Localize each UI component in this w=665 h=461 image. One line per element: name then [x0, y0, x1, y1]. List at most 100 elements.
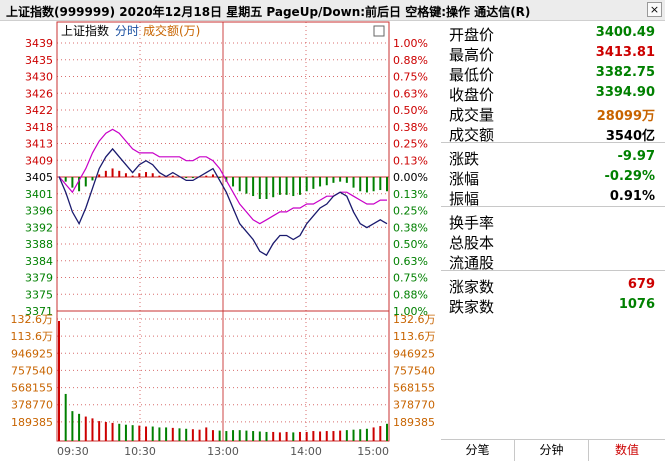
price-tick-label: 3379 [25, 272, 53, 285]
bottom-tabs: 分笔 分钟 数值 [441, 439, 665, 461]
pct-tick-label: 0.38% [393, 121, 428, 134]
time-tick-label: 15:00 [357, 445, 389, 458]
info-value: 679 [627, 277, 655, 292]
info-value: -9.97 [617, 149, 655, 164]
info-separator [441, 270, 665, 271]
info-value: 3382.75 [595, 65, 655, 80]
price-tick-label: 3375 [25, 288, 53, 301]
average-price-line [58, 128, 387, 225]
pct-tick-label: 0.50% [393, 104, 428, 117]
info-label: 总股本 [449, 234, 495, 252]
info-label: 成交额 [449, 126, 495, 144]
info-row: 涨家数 679 [441, 275, 665, 296]
info-row: 最高价 3413.81 [441, 43, 665, 64]
info-label: 开盘价 [449, 26, 495, 44]
info-value: 28099万 [596, 109, 655, 124]
price-tick-label: 3371 [25, 305, 53, 318]
info-value: 0.91% [609, 189, 655, 204]
pct-tick-label: 0.25% [393, 138, 428, 151]
info-row: 跌家数 1076 [441, 295, 665, 316]
info-row: 涨幅 -0.29% [441, 167, 665, 188]
info-row: 开盘价 3400.49 [441, 23, 665, 44]
pct-tick-label: 0.50% [393, 238, 428, 251]
window-title: 上证指数(999999) 2020年12月18日 星期五 PageUp/Down… [6, 5, 531, 19]
price-tick-label: 3435 [25, 54, 53, 67]
pct-tick-label: 1.00% [393, 37, 428, 50]
price-tick-label: 3396 [25, 205, 53, 218]
volume-tick-label: 568155 [11, 382, 53, 395]
volume-tick-label: 757540 [11, 364, 53, 377]
pct-tick-label: 0.13% [393, 188, 428, 201]
tab-shuzhi[interactable]: 数值 [614, 443, 639, 457]
pct-tick-label: 0.63% [393, 87, 428, 100]
volume-tick-label-right: 132.6万 [393, 313, 436, 326]
info-label: 成交量 [449, 106, 495, 124]
chart-legend-fenshi: 分时 [115, 24, 139, 38]
info-value: 1076 [618, 297, 655, 312]
pct-tick-label: 0.88% [393, 54, 428, 67]
info-value: 3394.90 [595, 85, 655, 100]
pct-tick-label: 1.00% [393, 305, 428, 318]
pct-tick-label: 0.88% [393, 288, 428, 301]
price-tick-label: 3384 [25, 255, 53, 268]
volume-tick-label-right: 378770 [393, 399, 435, 412]
price-tick-label: 3409 [25, 154, 53, 167]
info-label: 涨跌 [449, 150, 480, 168]
tab-fenzhong[interactable]: 分钟 [515, 440, 589, 461]
pct-tick-label: 0.13% [393, 154, 428, 167]
volume-tick-label-right: 568155 [393, 382, 435, 395]
info-label: 跌家数 [449, 298, 495, 316]
volume-tick-label-right: 189385 [393, 416, 435, 429]
info-separator [441, 142, 665, 143]
volume-tick-label-right: 757540 [393, 364, 435, 377]
price-tick-label: 3430 [25, 71, 53, 84]
info-row: 振幅 0.91% [441, 187, 665, 208]
chart-legend-name: 上证指数 [61, 23, 109, 38]
time-tick-label: 09:30 [57, 445, 89, 458]
info-label: 换手率 [449, 214, 495, 232]
chart-legend-volume: 成交额(万) [143, 23, 200, 38]
info-row: 换手率 [441, 211, 665, 232]
info-row: 成交量 28099万 [441, 103, 665, 124]
close-button[interactable]: × [647, 2, 662, 17]
price-tick-label: 3388 [25, 238, 53, 251]
time-tick-label: 13:00 [207, 445, 239, 458]
price-tick-label: 3439 [25, 37, 53, 50]
time-tick-label: 10:30 [124, 445, 156, 458]
volume-tick-label: 113.6万 [11, 330, 54, 343]
intraday-chart: 上证指数 分时 成交额(万) 3439 1.00% 3435 0.88% 3430 0.75% 3… [11, 21, 436, 458]
pct-tick-label: 0.25% [393, 205, 428, 218]
info-label: 涨幅 [449, 170, 480, 188]
price-tick-label: 3392 [25, 221, 53, 234]
info-value: 3540亿 [605, 129, 655, 144]
price-tick-label: 3401 [25, 188, 53, 201]
pct-tick-label: 0.38% [393, 221, 428, 234]
price-tick-label: 3413 [25, 138, 53, 151]
volume-tick-label: 378770 [11, 399, 53, 412]
info-row: 流通股 [441, 251, 665, 272]
info-row: 总股本 [441, 231, 665, 252]
quote-info-panel: 开盘价 3400.49 最高价 3413.81 最低价 3382.75 收盘价 3394.90… [441, 21, 665, 439]
price-tick-label: 3418 [25, 121, 53, 134]
info-value: -0.29% [604, 169, 656, 184]
title-bar: 上证指数(999999) 2020年12月18日 星期五 PageUp/Down… [0, 0, 665, 21]
info-label: 最高价 [449, 46, 495, 64]
info-label: 最低价 [449, 66, 495, 84]
pct-tick-label: 0.75% [393, 71, 428, 84]
pct-tick-label: 0.75% [393, 272, 428, 285]
tab-fenbi[interactable]: 分笔 [441, 440, 515, 461]
pct-tick-label: 0.63% [393, 255, 428, 268]
info-row: 成交额 3540亿 [441, 123, 665, 144]
info-row: 最低价 3382.75 [441, 63, 665, 84]
info-label: 涨家数 [449, 278, 495, 296]
info-label: 流通股 [449, 254, 495, 272]
info-row: 涨跌 -9.97 [441, 147, 665, 168]
volume-tick-label: 132.6万 [11, 313, 54, 326]
pct-tick-label: 0.00% [393, 171, 428, 184]
info-row: 收盘价 3394.90 [441, 83, 665, 104]
price-tick-label: 3405 [25, 171, 53, 184]
info-label: 收盘价 [449, 86, 495, 104]
price-line [58, 147, 388, 257]
info-label: 振幅 [449, 190, 480, 208]
settings-box [373, 25, 385, 37]
